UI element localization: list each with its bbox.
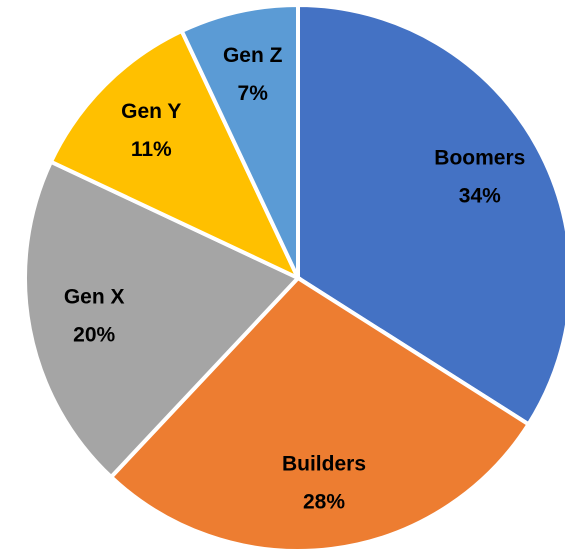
pie-slice [23, 159, 302, 480]
pie-slice [179, 2, 300, 279]
slice-label: Gen X [64, 285, 125, 308]
slice-value: 34% [459, 185, 501, 208]
slice-label: Builders [282, 452, 366, 475]
slice-label: Gen Y [121, 100, 181, 123]
slice-label: Boomers [434, 147, 525, 170]
slice-value: 20% [73, 323, 115, 346]
slice-value: 11% [131, 138, 172, 161]
slice-label: Gen Z [223, 44, 283, 67]
slice-value: 7% [238, 82, 269, 105]
pie-slice [48, 28, 303, 283]
slice-value: 28% [303, 490, 345, 513]
pie-slice [108, 275, 532, 553]
